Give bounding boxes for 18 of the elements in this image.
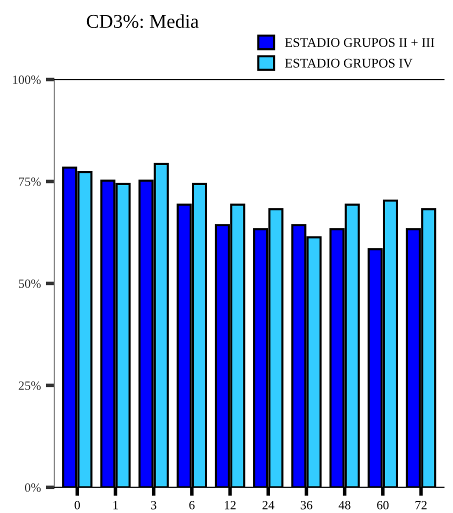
x-tick-label: 48 [338, 500, 350, 510]
x-tick-label: 12 [224, 500, 236, 510]
y-tick-label: 100% [13, 76, 41, 84]
x-tick-label: 36 [300, 500, 312, 510]
chart-title: CD3%: Media [86, 14, 199, 28]
x-tick-label: 1 [113, 500, 118, 510]
x-tick-label: 6 [189, 500, 195, 510]
legend-label: ESTADIO GRUPOS II + III [285, 38, 434, 47]
legend-label: ESTADIO GRUPOS IV [285, 58, 412, 68]
x-tick-label: 24 [262, 500, 274, 510]
y-tick-label: 25% [18, 381, 41, 390]
x-tick-label: 72 [416, 500, 427, 510]
x-tick-label: 60 [377, 500, 389, 510]
x-tick-label: 0 [74, 500, 80, 510]
y-tick-label: 0% [24, 483, 41, 492]
x-tick-label: 3 [151, 500, 156, 510]
y-tick-label: 50% [18, 279, 41, 288]
y-tick-label: 75% [19, 178, 41, 186]
